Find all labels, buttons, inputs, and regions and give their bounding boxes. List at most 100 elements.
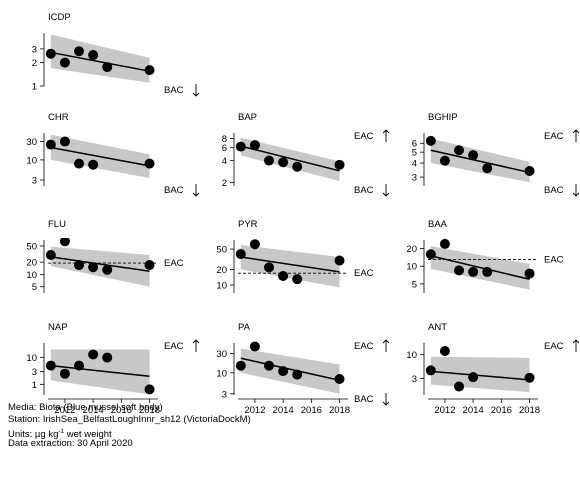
y-tick-label-flu: 50	[26, 241, 37, 252]
panel-title-nap: NAP	[48, 322, 68, 333]
data-point-ant	[425, 365, 436, 376]
data-point-pa	[264, 360, 275, 371]
y-tick-label-pa: 10	[216, 368, 227, 379]
panel-title-chr: CHR	[48, 112, 69, 123]
data-point-flu	[59, 238, 70, 247]
x-tick-label-ant: 2014	[463, 405, 484, 416]
data-point-bap	[292, 161, 303, 172]
data-point-chr	[74, 158, 85, 169]
data-point-pyr	[334, 255, 345, 266]
y-tick-label-pa: 30	[216, 349, 227, 360]
threshold-label-bac-chr: BAC	[164, 185, 184, 196]
threshold-label-eac-pyr: EAC	[354, 268, 374, 279]
y-tick-label-baa: 5	[412, 279, 417, 290]
data-point-nap	[74, 360, 85, 371]
arrow-down-icon	[382, 184, 390, 197]
x-tick-label-nap: 2012	[54, 405, 75, 416]
x-tick-label-pa: 2018	[329, 405, 350, 416]
y-tick-label-chr: 10	[26, 155, 37, 166]
x-tick-label-pa: 2016	[301, 405, 322, 416]
data-point-baa	[468, 266, 479, 277]
confidence-band-nap	[50, 349, 150, 395]
y-tick-label-bghip: 3	[412, 173, 417, 184]
arrow-down-icon	[192, 184, 200, 197]
data-point-bghip	[482, 163, 493, 174]
data-point-icdp	[59, 57, 70, 68]
trend-line-chr	[50, 146, 150, 167]
panel-title-bap: BAP	[238, 112, 257, 123]
x-tick-label-nap: 2014	[83, 405, 104, 416]
threshold-label-eac-ant: EAC	[544, 341, 564, 352]
trend-line-icdp	[50, 51, 150, 72]
trend-line-bghip	[430, 149, 530, 174]
data-point-nap	[102, 352, 113, 363]
y-tick-label-ant: 3	[412, 374, 417, 385]
panel-pyr: PYR 10 20 50 EAC	[216, 219, 374, 293]
arrow-down-icon	[572, 184, 580, 197]
trend-line-baa	[430, 255, 530, 280]
threshold-label-eac-flu: EAC	[164, 258, 184, 269]
data-point-baa	[454, 265, 465, 276]
y-tick-label-icdp: 1	[32, 82, 37, 93]
confidence-band-bap	[240, 137, 340, 182]
confidence-band-ant	[430, 356, 530, 393]
y-tick-label-pyr: 50	[216, 245, 227, 256]
x-tick-label-pa: 2014	[273, 405, 294, 416]
data-point-pa	[292, 369, 303, 380]
panel-pa: PA 3 10 30 2012 2014 2016 2018 EAC BAC	[216, 322, 390, 416]
threshold-label-bac-icdp: BAC	[164, 85, 184, 96]
y-tick-label-bap: 8	[222, 134, 227, 145]
data-point-pyr	[235, 249, 246, 260]
y-tick-label-nap: 10	[26, 353, 37, 364]
y-tick-label-chr: 30	[26, 137, 37, 148]
confidence-band-icdp	[50, 34, 150, 83]
data-point-bghip	[454, 145, 465, 156]
y-tick-label-baa: 20	[406, 244, 417, 255]
y-tick-label-bghip: 6	[412, 139, 417, 150]
data-point-flu	[74, 260, 85, 271]
caption-units: Units: µg kg-1 wet weight	[8, 428, 112, 441]
trend-line-pyr	[240, 256, 340, 273]
data-point-bghip	[439, 155, 450, 166]
threshold-label-bac-bap: BAC	[354, 185, 374, 196]
data-point-icdp	[102, 62, 113, 73]
arrow-up-icon	[382, 129, 390, 142]
data-point-pyr	[278, 270, 289, 281]
threshold-label-bac-pa: BAC	[354, 394, 374, 405]
arrow-up-icon	[192, 339, 200, 352]
data-point-bghip	[425, 135, 436, 146]
data-point-bap	[249, 140, 260, 151]
arrow-down-icon	[382, 393, 390, 406]
threshold-label-eac-pa: EAC	[354, 341, 374, 352]
y-tick-label-bap: 6	[222, 143, 227, 154]
trend-line-flu	[50, 256, 150, 272]
caption-station: Station: IrishSea_BelfastLoughInnr_sh12 …	[8, 414, 251, 425]
panel-icdp: ICDP 1 2 3 BAC	[32, 12, 200, 97]
data-point-ant	[524, 372, 535, 383]
threshold-label-eac-bap: EAC	[354, 131, 374, 142]
panel-title-pyr: PYR	[238, 219, 258, 230]
data-point-ant	[439, 346, 450, 357]
data-point-pyr	[249, 239, 260, 250]
panel-chr: CHR 3 10 30 BAC	[26, 112, 200, 197]
x-tick-label-ant: 2018	[519, 405, 540, 416]
threshold-label-eac-bghip: EAC	[544, 131, 564, 142]
data-point-baa	[524, 268, 535, 279]
threshold-label-eac-baa: EAC	[544, 255, 564, 266]
panel-title-bghip: BGHIP	[428, 112, 458, 123]
data-point-icdp	[74, 46, 85, 57]
threshold-label-bac-bghip: BAC	[544, 185, 564, 196]
panel-ant: ANT 3 10 2012 2014 2016 2018 EAC	[406, 322, 580, 416]
data-point-icdp	[45, 48, 56, 59]
panel-baa: BAA 5 10 20 EAC	[406, 219, 564, 293]
data-point-nap	[88, 349, 99, 360]
arrow-down-icon	[192, 84, 200, 97]
data-point-bghip	[468, 150, 479, 161]
trend-line-pa	[240, 357, 340, 382]
panel-title-flu: FLU	[48, 219, 66, 230]
panel-bap: BAP 2 4 68 EAC BAC	[222, 112, 390, 197]
data-point-bap	[334, 159, 345, 170]
data-point-chr	[144, 158, 155, 169]
data-point-baa	[425, 249, 436, 260]
y-tick-label-icdp: 2	[32, 58, 37, 69]
